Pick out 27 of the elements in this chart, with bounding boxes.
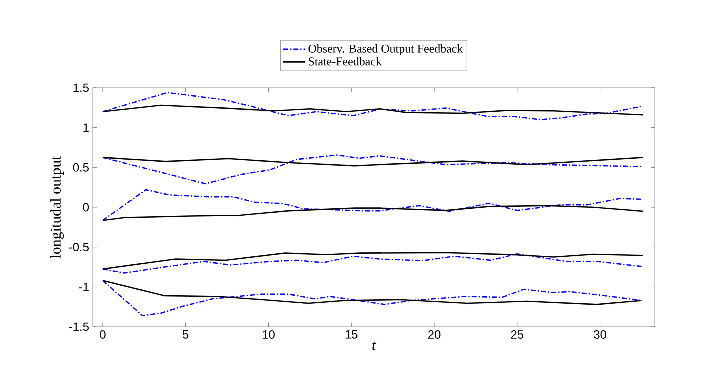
x-tick-label: 30 [594,330,606,339]
line-series [102,92,644,121]
x-tick-label: 0 [100,330,106,339]
line-series [102,205,644,222]
x-tick-label: 10 [262,330,275,339]
line-series [102,253,644,274]
line-series [102,157,644,167]
line-series [102,154,644,185]
line-series [102,252,644,270]
legend-label: Observ. Based Output Feedback [308,44,464,56]
x-tick-label: 25 [511,330,524,339]
line-series [102,280,642,306]
line-series [102,189,644,222]
y-axis-title: longitudal output [50,156,64,258]
legend-label: State-Feedback [309,57,382,66]
y-tick-label: -0.5 [69,243,89,252]
x-axis-title: t [372,342,376,350]
y-tick-label: 1 [84,124,89,132]
x-tick-label: 5 [183,330,189,339]
y-tick-label: -1 [79,283,89,292]
x-tick-label: 15 [346,330,358,339]
y-tick-label: -1.5 [69,322,89,332]
y-tick-label: 0 [83,203,90,212]
y-tick-label: 1.5 [74,84,89,92]
line-series [102,104,644,116]
x-tick-label: 20 [428,330,441,339]
y-tick-label: 0.5 [73,163,89,172]
